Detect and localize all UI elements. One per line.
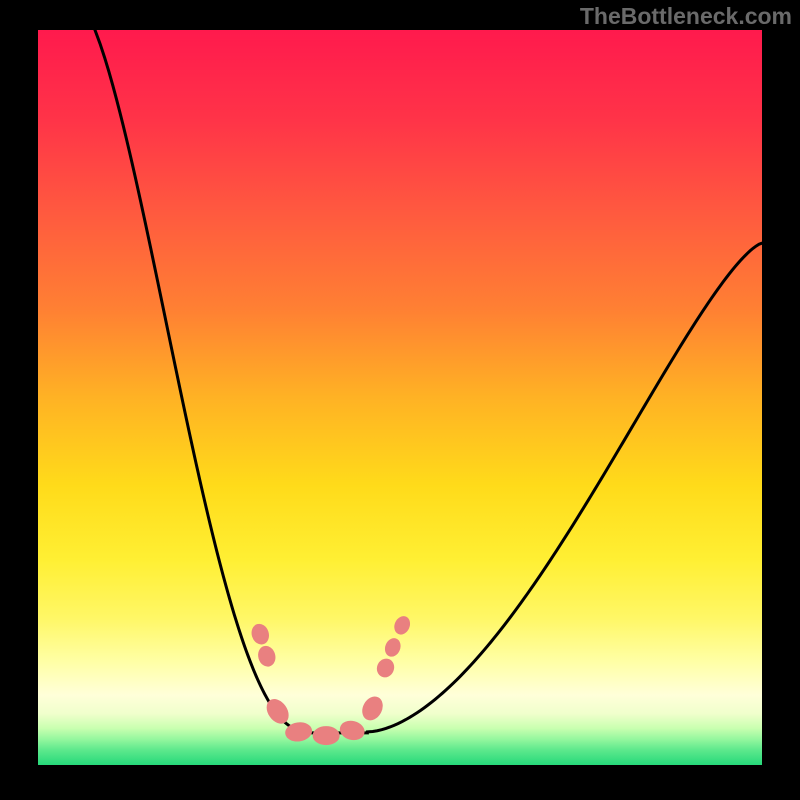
watermark-text: TheBottleneck.com bbox=[580, 3, 792, 30]
bottleneck-chart bbox=[38, 30, 762, 765]
curve-marker bbox=[313, 727, 339, 745]
gradient-background bbox=[38, 30, 762, 765]
